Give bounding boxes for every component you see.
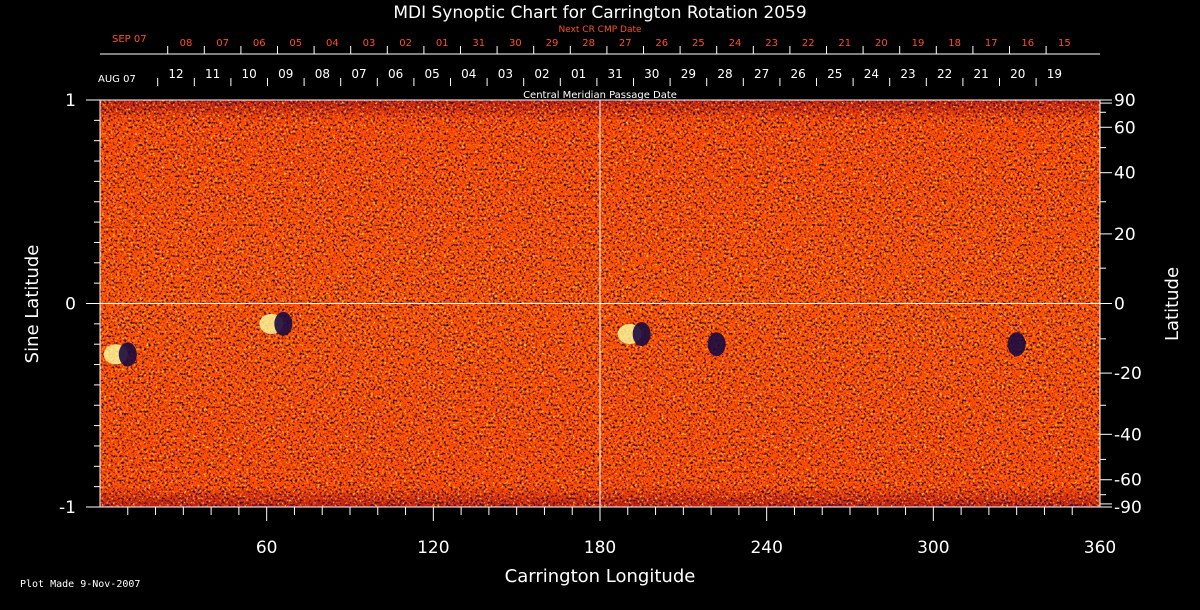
next-date-label: 25	[692, 38, 705, 49]
next-date-label: 07	[216, 38, 229, 49]
next-date-label: 01	[436, 38, 449, 49]
next-date-label: 27	[619, 38, 632, 49]
feature-negative	[274, 311, 293, 336]
next-date-label: 20	[875, 38, 888, 49]
feature-negative	[1007, 332, 1026, 357]
cmp-date-label: 21	[974, 67, 989, 81]
next-date-label: 24	[729, 38, 742, 49]
next-date-label: 04	[326, 38, 339, 49]
next-date-label: 08	[180, 38, 193, 49]
x-tick-label: 300	[917, 538, 949, 558]
next-date-label: 29	[546, 38, 559, 49]
x-axis-label: Carrington Longitude	[505, 566, 696, 587]
feature-negative	[632, 322, 651, 347]
feature-negative	[118, 342, 137, 367]
next-date-label: 31	[472, 38, 485, 49]
cmp-date-label: 30	[644, 67, 659, 81]
cmp-date-label: 09	[278, 67, 293, 81]
y-right-tick-label: -90	[1114, 498, 1142, 518]
cmp-date-label: 01	[571, 67, 586, 81]
y-right-tick-label: -40	[1114, 425, 1142, 445]
next-axis-label: Next CR CMP Date	[558, 25, 642, 35]
y-right-tick-label: 90	[1114, 91, 1136, 111]
x-tick-label: 180	[584, 538, 616, 558]
y-right-tick-label: 0	[1114, 295, 1125, 315]
cmp-date-label: 06	[388, 67, 403, 81]
next-date-label: 03	[363, 38, 376, 49]
y-left-tick-label: 0	[65, 295, 76, 315]
next-date-label: 17	[985, 38, 998, 49]
y-right-tick-label: -60	[1114, 471, 1142, 491]
cmp-date-label: 31	[608, 67, 623, 81]
x-tick-label: 60	[256, 538, 278, 558]
next-date-label: 06	[253, 38, 266, 49]
x-tick-label: 240	[750, 538, 782, 558]
next-date-label: 21	[838, 38, 851, 49]
cmp-date-label: 27	[754, 67, 769, 81]
cmp-date-label: 22	[937, 67, 952, 81]
cmp-date-label: 04	[461, 67, 476, 81]
chart-title: MDI Synoptic Chart for Carrington Rotati…	[393, 3, 806, 23]
next-cr-cmp-axis: Next CR CMP Date SEP 07 08 07 06 05 04 03 02 01…	[100, 25, 1100, 55]
x-tick-label: 360	[1084, 538, 1116, 558]
y-right-tick-label: -20	[1114, 364, 1142, 384]
y-left-tick-label: -1	[59, 498, 76, 518]
y-right-tick-label: 20	[1114, 225, 1136, 245]
cmp-axis-label: Central Meridian Passage Date	[523, 90, 677, 101]
cmp-date-label: 03	[498, 67, 513, 81]
cmp-date-label: 20	[1010, 67, 1025, 81]
next-axis-start-label: SEP 07	[112, 34, 147, 45]
cmp-date-axis: AUG 07 Central Meridian Passage Date 12 1…	[98, 67, 1062, 101]
cmp-date-label: 29	[681, 67, 696, 81]
cmp-date-label: 11	[205, 67, 220, 81]
cmp-date-label: 02	[534, 67, 549, 81]
cmp-date-label: 25	[827, 67, 842, 81]
next-date-label: 26	[655, 38, 668, 49]
plot-footer: Plot Made 9-Nov-2007	[20, 579, 141, 590]
next-date-label: 22	[802, 38, 815, 49]
next-date-label: 05	[289, 38, 302, 49]
next-date-label: 02	[399, 38, 412, 49]
cmp-date-label: 19	[1047, 67, 1062, 81]
cmp-date-label: 05	[425, 67, 440, 81]
y-left-tick-label: 1	[65, 91, 76, 111]
cmp-date-label: 26	[791, 67, 806, 81]
y-right-tick-label: 40	[1114, 164, 1136, 184]
y-axis-left-label: Sine Latitude	[22, 245, 43, 364]
next-date-label: 16	[1021, 38, 1034, 49]
next-date-label: 18	[948, 38, 961, 49]
cmp-date-label: 24	[864, 67, 879, 81]
next-date-label: 23	[765, 38, 778, 49]
y-right-tick-label: 60	[1114, 118, 1136, 138]
cmp-date-label: 10	[242, 67, 257, 81]
cmp-date-label: 28	[717, 67, 732, 81]
cmp-axis-start-label: AUG 07	[98, 74, 136, 85]
cmp-date-label: 07	[351, 67, 366, 81]
next-date-label: 28	[582, 38, 595, 49]
next-date-label: 15	[1058, 38, 1071, 49]
next-date-label: 30	[509, 38, 522, 49]
y-axis-right-label: Latitude	[1162, 267, 1183, 341]
cmp-date-label: 23	[900, 67, 915, 81]
next-date-label: 19	[912, 38, 925, 49]
cmp-date-label: 08	[315, 67, 330, 81]
feature-negative	[707, 332, 726, 357]
x-tick-label: 120	[417, 538, 449, 558]
cmp-date-label: 12	[168, 67, 183, 81]
